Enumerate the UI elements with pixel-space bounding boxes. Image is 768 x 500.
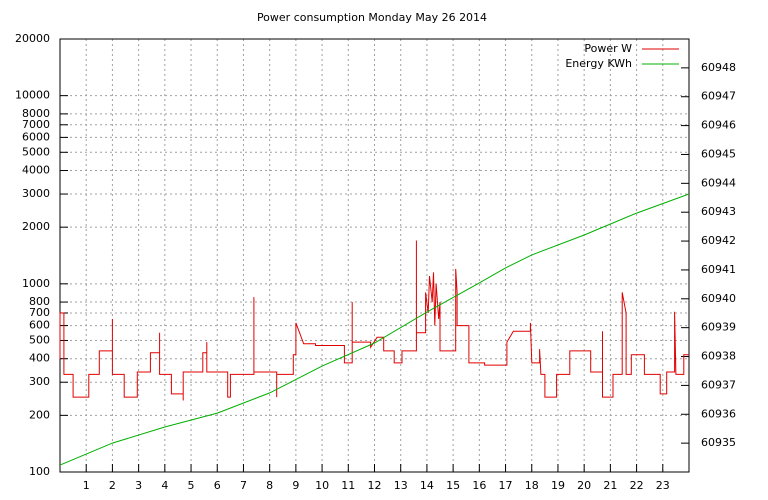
x-tick-label: 13 bbox=[394, 479, 408, 492]
y-tick-label: 10000 bbox=[15, 89, 50, 102]
y2-tick-label: 60945 bbox=[701, 147, 736, 160]
y-tick-label: 6000 bbox=[22, 130, 50, 143]
y2-tick-label: 60947 bbox=[701, 90, 736, 103]
y2-tick-label: 60941 bbox=[701, 263, 736, 276]
y-tick-label: 8000 bbox=[22, 107, 50, 120]
legend-label: Energy KWh bbox=[565, 57, 632, 70]
x-tick-label: 20 bbox=[577, 479, 591, 492]
y2-tick-label: 60937 bbox=[701, 378, 736, 391]
y-tick-label: 3000 bbox=[22, 187, 50, 200]
x-tick-label: 15 bbox=[446, 479, 460, 492]
legend-label: Power W bbox=[584, 42, 632, 55]
y-tick-label: 5000 bbox=[22, 145, 50, 158]
y-tick-label: 500 bbox=[29, 333, 50, 346]
y-tick-label: 200 bbox=[29, 408, 50, 421]
x-tick-label: 14 bbox=[420, 479, 434, 492]
series-line bbox=[59, 193, 690, 466]
x-tick-label: 10 bbox=[315, 479, 329, 492]
y2-tick-label: 60946 bbox=[701, 119, 736, 132]
x-tick-label: 6 bbox=[214, 479, 221, 492]
y-tick-label: 2000 bbox=[22, 220, 50, 233]
x-tick-label: 7 bbox=[240, 479, 247, 492]
y2-tick-label: 60939 bbox=[701, 321, 736, 334]
y-tick-label: 100 bbox=[29, 465, 50, 478]
y2-tick-label: 60936 bbox=[701, 407, 736, 420]
x-tick-label: 22 bbox=[630, 479, 644, 492]
x-tick-label: 11 bbox=[341, 479, 355, 492]
x-tick-label: 8 bbox=[266, 479, 273, 492]
x-tick-label: 5 bbox=[188, 479, 195, 492]
x-tick-label: 23 bbox=[656, 479, 670, 492]
y-tick-label: 600 bbox=[29, 319, 50, 332]
y2-tick-label: 60938 bbox=[701, 350, 736, 363]
x-tick-label: 18 bbox=[525, 479, 539, 492]
x-tick-label: 9 bbox=[292, 479, 299, 492]
x-tick-label: 19 bbox=[551, 479, 565, 492]
y-tick-label: 20000 bbox=[15, 32, 50, 45]
chart-title: Power consumption Monday May 26 2014 bbox=[257, 11, 487, 24]
series-line bbox=[59, 240, 689, 401]
y-tick-label: 400 bbox=[29, 352, 50, 365]
y-tick-label: 1000 bbox=[22, 277, 50, 290]
y2-tick-label: 60940 bbox=[701, 292, 736, 305]
x-tick-label: 12 bbox=[368, 479, 382, 492]
y-tick-label: 800 bbox=[29, 295, 50, 308]
x-tick-label: 2 bbox=[109, 479, 116, 492]
x-tick-label: 3 bbox=[135, 479, 142, 492]
x-tick-label: 1 bbox=[83, 479, 90, 492]
y2-tick-label: 60943 bbox=[701, 205, 736, 218]
y2-tick-label: 60935 bbox=[701, 436, 736, 449]
y-tick-label: 4000 bbox=[22, 164, 50, 177]
y-tick-label: 7000 bbox=[22, 118, 50, 131]
y2-tick-label: 60942 bbox=[701, 234, 736, 247]
x-tick-label: 4 bbox=[161, 479, 168, 492]
y2-tick-label: 60944 bbox=[701, 176, 736, 189]
y2-tick-label: 60948 bbox=[701, 61, 736, 74]
y-tick-label: 300 bbox=[29, 375, 50, 388]
plot-frame bbox=[59, 38, 690, 473]
x-tick-label: 21 bbox=[603, 479, 617, 492]
y-tick-label: 700 bbox=[29, 306, 50, 319]
x-tick-label: 16 bbox=[472, 479, 486, 492]
x-tick-label: 17 bbox=[499, 479, 513, 492]
